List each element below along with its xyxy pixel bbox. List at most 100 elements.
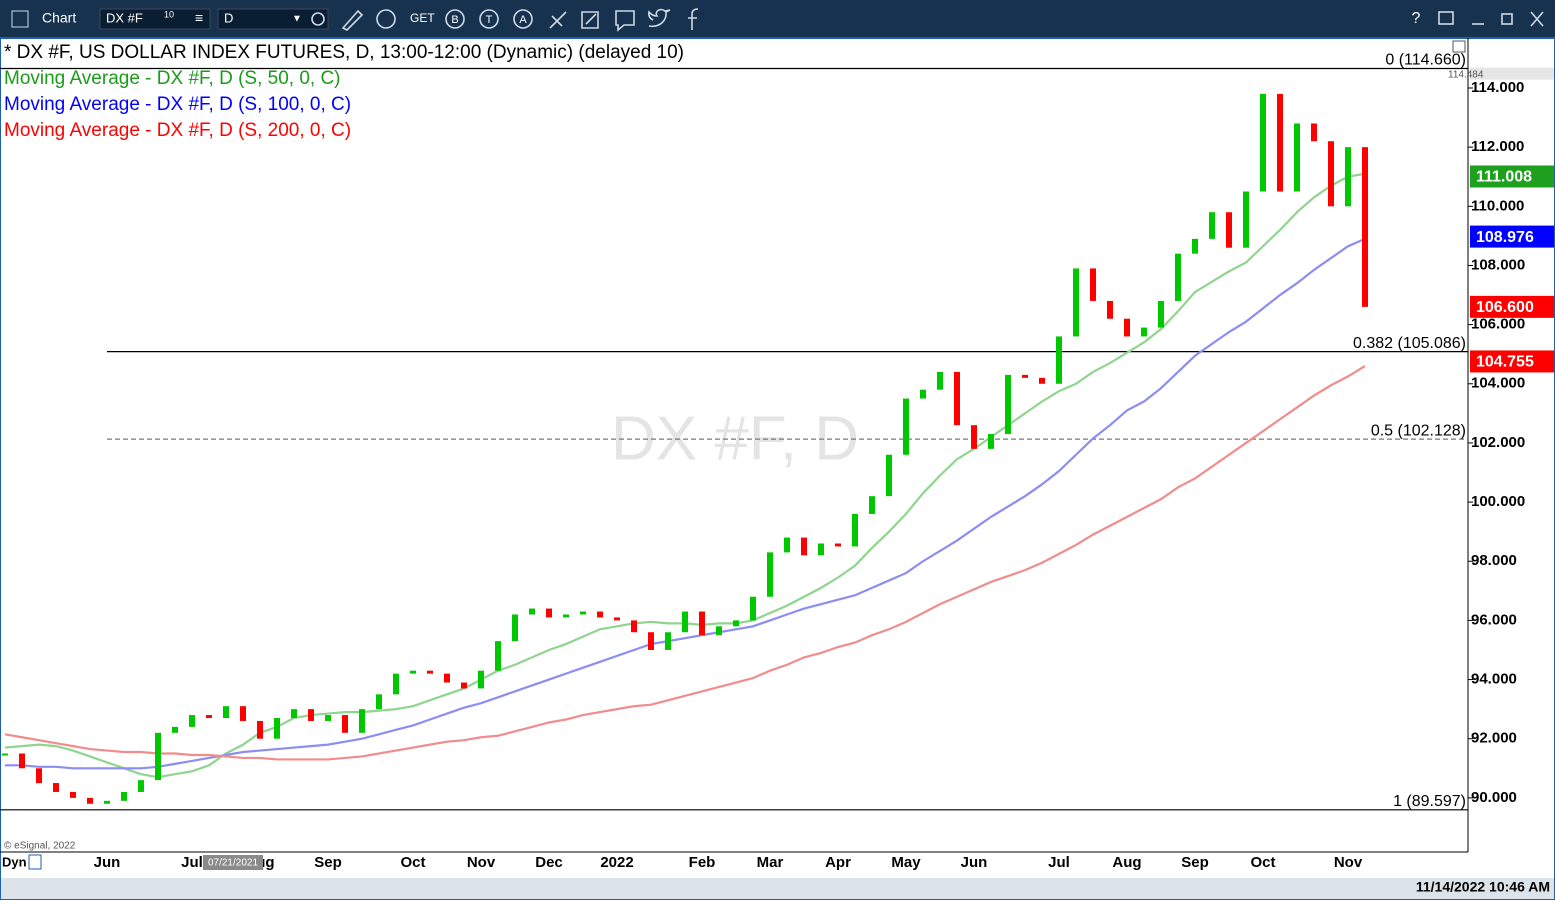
price-bar — [206, 715, 212, 719]
price-tag-label: 114.484 — [1448, 69, 1484, 80]
t-circle[interactable] — [479, 9, 499, 29]
level-label: 1 (89.597) — [1393, 793, 1466, 810]
x-tick-label: Jun — [94, 854, 121, 871]
save-icon[interactable] — [1438, 11, 1454, 25]
datetime: 11/14/2022 10:46 AM — [1416, 879, 1550, 895]
restore[interactable] — [1501, 13, 1513, 25]
legend-entry: Moving Average - DX #F, D (S, 100, 0, C) — [4, 94, 351, 115]
x-tick-label: Nov — [1334, 854, 1363, 871]
a-circle[interactable] — [513, 9, 533, 29]
price-bar — [1294, 123, 1300, 192]
price-bar — [1260, 93, 1266, 192]
comment-icon[interactable] — [615, 10, 635, 32]
twitter-icon[interactable] — [648, 8, 671, 28]
price-bar — [971, 425, 977, 449]
price-bar — [750, 596, 756, 621]
price-bar — [1362, 147, 1368, 307]
price-bar — [257, 720, 263, 739]
price-tag — [1470, 225, 1554, 248]
price-bar — [1090, 268, 1096, 301]
price-bar — [87, 797, 93, 804]
price-bar — [70, 791, 76, 798]
price-bar — [818, 543, 824, 556]
level-label: 0.382 (105.086) — [1353, 335, 1466, 352]
price-bar — [240, 706, 246, 721]
price-bar — [342, 715, 348, 733]
help-button[interactable]: ? — [1412, 10, 1421, 27]
panel-button[interactable] — [1452, 40, 1466, 53]
clock-icon[interactable] — [311, 12, 325, 26]
interval-box[interactable] — [217, 8, 329, 30]
b-circle[interactable] — [445, 9, 465, 29]
x-tick-label: Sep — [1181, 854, 1209, 871]
price-tag-label: 104.755 — [1476, 354, 1534, 371]
price-bar — [53, 783, 59, 792]
price-bar — [308, 709, 314, 721]
study-icon[interactable] — [376, 9, 396, 29]
dyn-label[interactable]: Dyn — [2, 854, 27, 869]
price-bar — [1073, 268, 1079, 337]
price-bar — [937, 371, 943, 390]
x-tick-label: Oct — [1250, 854, 1275, 871]
price-bar — [716, 626, 722, 636]
price-bar — [1141, 327, 1147, 337]
y-tick-label: 110.000 — [1471, 197, 1524, 214]
pen-icon[interactable] — [341, 9, 364, 31]
edit-icon[interactable] — [581, 11, 599, 29]
x-tick-label: Apr — [825, 854, 851, 871]
price-bar — [427, 670, 433, 674]
facebook-icon[interactable] — [688, 8, 699, 30]
price-bar — [223, 706, 229, 719]
price-bar — [954, 371, 960, 426]
price-tag — [1470, 295, 1554, 318]
tool-icon[interactable] — [549, 11, 567, 29]
lock-icon[interactable] — [28, 854, 42, 870]
moving-average-line — [4, 365, 1366, 761]
y-tick-label: 108.000 — [1471, 256, 1525, 273]
price-bar — [767, 552, 773, 597]
price-tag-label: 106.600 — [1476, 299, 1534, 316]
price-bar — [733, 620, 739, 627]
plot: DX #F, D0 (114.660)0.382 (105.086)0.5 (1… — [0, 52, 1473, 811]
symbol-badge: 10 — [164, 9, 174, 19]
price-bar — [1243, 191, 1249, 248]
t-button[interactable]: T — [486, 14, 493, 26]
get-button[interactable]: GET — [410, 11, 435, 25]
cursor-date: 07/21/2021 — [208, 858, 258, 869]
price-bar — [1056, 336, 1062, 384]
price-bar — [1328, 141, 1334, 207]
chart-title: * DX #F, US DOLLAR INDEX FUTURES, D, 13:… — [4, 42, 684, 63]
price-bar — [1124, 318, 1130, 337]
price-bar — [189, 715, 195, 727]
symbol-box[interactable] — [99, 8, 211, 30]
y-tick-label: 106.000 — [1471, 316, 1525, 333]
price-bar — [274, 718, 280, 739]
price-bar — [104, 800, 110, 804]
price-bar — [359, 709, 365, 733]
price-bar — [631, 620, 637, 633]
menu-icon[interactable]: ≡ — [195, 10, 203, 26]
b-button[interactable]: B — [451, 14, 458, 26]
price-bar — [393, 673, 399, 695]
price-bar — [1311, 123, 1317, 142]
x-tick-label: Dec — [535, 854, 563, 871]
price-bar — [461, 682, 467, 689]
price-bar — [1022, 374, 1028, 378]
price-bar — [682, 611, 688, 633]
x-tick-label: May — [891, 854, 921, 871]
y-tick-label: 100.000 — [1471, 493, 1525, 510]
symbol: DX #F — [106, 10, 143, 25]
close[interactable] — [1530, 11, 1544, 27]
price-bar — [155, 732, 161, 781]
price-tag-label: 108.976 — [1476, 229, 1534, 246]
price-tag — [1470, 67, 1554, 80]
price-bar — [1005, 374, 1011, 435]
price-bar — [121, 791, 127, 801]
price-bar — [291, 709, 297, 719]
dropdown-arrow[interactable]: ▼ — [292, 14, 302, 25]
a-button[interactable]: A — [519, 14, 527, 26]
price-tag — [1470, 350, 1554, 373]
price-bar — [36, 768, 42, 784]
price-bar — [580, 611, 586, 615]
price-bar — [546, 608, 552, 618]
